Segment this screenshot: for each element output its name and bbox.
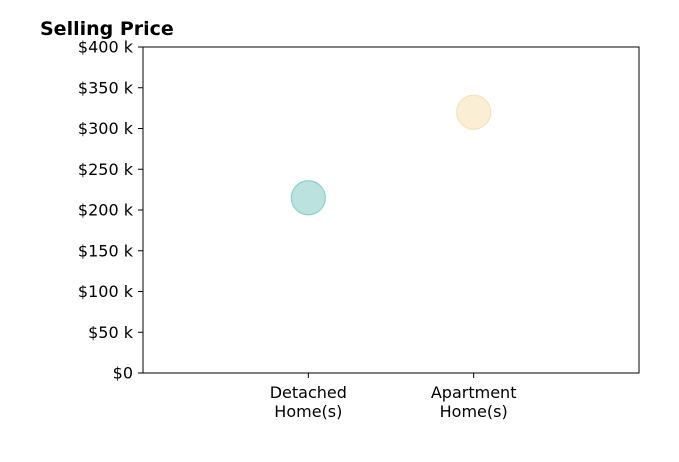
data-point (290, 180, 326, 216)
y-tick-label: $150 k (78, 241, 134, 260)
x-tick-label: Detached Home(s) (270, 383, 347, 421)
x-axis: Detached Home(s) Apartment Home(s) (270, 373, 517, 421)
x-tick-label: Apartment Home(s) (431, 383, 517, 421)
y-tick-label: $250 k (78, 160, 134, 179)
y-tick-label: $300 k (78, 119, 134, 138)
y-tick-label: $400 k (78, 38, 134, 57)
y-tick-label: $350 k (78, 78, 134, 97)
data-point (456, 94, 492, 130)
y-axis: $0 $50 k $100 k $150 k $200 k $250 k $300 k $35… (78, 38, 143, 383)
y-tick-label: $50 k (88, 323, 134, 342)
y-tick-label: $0 (113, 364, 133, 383)
data-points (290, 94, 492, 216)
y-tick-label: $100 k (78, 282, 134, 301)
chart-title: Selling Price (40, 18, 174, 40)
y-tick-label: $200 k (78, 201, 134, 220)
plot-frame (142, 46, 640, 374)
